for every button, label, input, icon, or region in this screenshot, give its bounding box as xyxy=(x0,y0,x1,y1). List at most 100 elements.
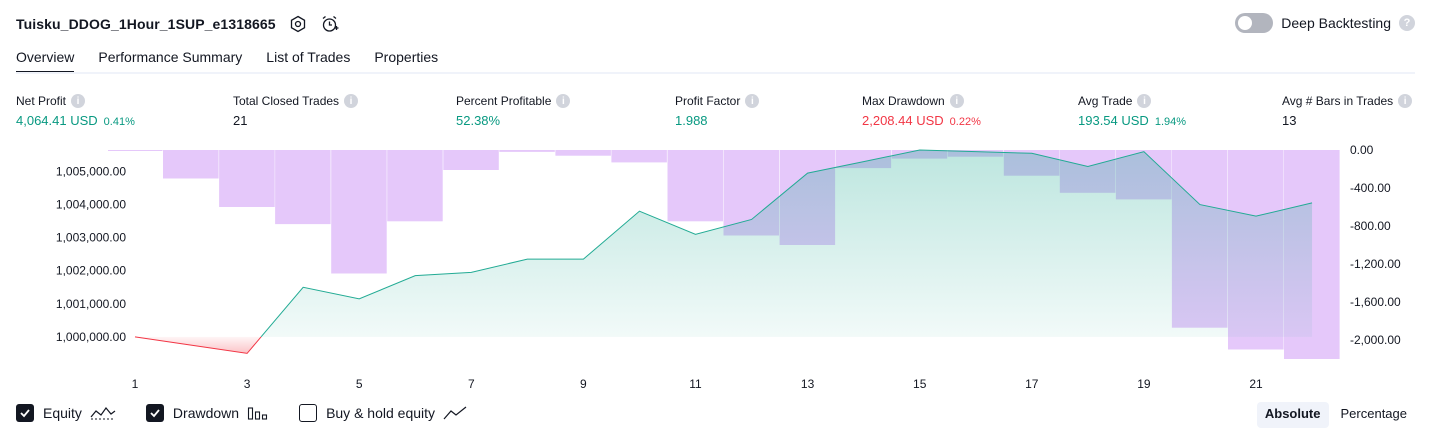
metric-profit-factor: Profit Factor i 1.988 xyxy=(675,93,760,128)
drawdown-bar xyxy=(667,150,723,222)
deep-backtesting-toggle[interactable] xyxy=(1235,13,1274,33)
y-right-tick-label: -400.00 xyxy=(1350,181,1391,195)
x-tick-label: 7 xyxy=(468,377,475,391)
x-tick-label: 19 xyxy=(1137,377,1151,391)
metric-label: Avg Trade xyxy=(1078,94,1133,108)
drawdown-bar xyxy=(443,150,499,170)
drawdown-bar xyxy=(611,150,667,163)
x-tick-label: 15 xyxy=(913,377,927,391)
equity-line xyxy=(260,149,1313,338)
metric-max-drawdown: Max Drawdown i 2,208.44 USD 0.22% xyxy=(862,93,981,128)
info-icon[interactable]: i xyxy=(949,94,964,108)
metric-label: Net Profit xyxy=(16,94,67,108)
y-left-tick-label: 1,002,000.00 xyxy=(56,264,126,278)
x-tick-label: 17 xyxy=(1025,377,1039,391)
y-left-tick-label: 1,003,000.00 xyxy=(56,231,126,245)
drawdown-bar xyxy=(331,150,387,274)
drawdown-bar xyxy=(163,150,219,179)
metric-percent-profitable: Percent Profitable i 52.38% xyxy=(456,93,571,128)
strategy-name: Tuisku_DDOG_1Hour_1SUP_e1318665 xyxy=(16,16,276,32)
metric-value: 2,208.44 USD xyxy=(862,113,944,128)
metric-label: Max Drawdown xyxy=(862,94,945,108)
info-icon[interactable]: i xyxy=(344,94,359,108)
tab-performance-summary[interactable]: Performance Summary xyxy=(98,49,243,65)
metric-avg-bars-in-trades: Avg # Bars in Trades i 13 xyxy=(1282,93,1413,128)
drawdown-checkbox[interactable] xyxy=(145,404,164,422)
metric-value: 1.988 xyxy=(675,113,708,128)
percentage-button[interactable]: Percentage xyxy=(1340,406,1408,421)
tab-overview[interactable]: Overview xyxy=(16,44,75,74)
metric-percent: 1.94% xyxy=(1154,116,1187,128)
x-tick-label: 13 xyxy=(801,377,815,391)
equity-line-icon xyxy=(90,405,116,421)
chart-axes: 1,000,000.00 1,001,000.00 1,002,000.00 1,00… xyxy=(56,143,1401,391)
equity-loss-area xyxy=(135,336,262,354)
deep-backtesting: Deep Backtesting ? xyxy=(1235,13,1415,33)
equity-line-group xyxy=(134,149,1313,354)
equity-checkbox[interactable] xyxy=(16,404,34,422)
equity-area xyxy=(135,150,1313,354)
info-icon[interactable]: i xyxy=(1137,94,1152,108)
metric-total-closed-trades: Total Closed Trades i 21 xyxy=(233,93,359,128)
drawdown-bars-icon xyxy=(247,405,269,421)
metric-label: Avg # Bars in Trades xyxy=(1282,94,1394,108)
info-icon[interactable]: i xyxy=(745,94,760,108)
metric-value: 13 xyxy=(1282,113,1297,128)
metric-label: Profit Factor xyxy=(675,94,741,108)
y-right-tick-label: -800.00 xyxy=(1350,219,1391,233)
equity-drawdown-chart[interactable]: 1,000,000.00 1,001,000.00 1,002,000.00 1,00… xyxy=(0,140,1431,398)
metric-label: Percent Profitable xyxy=(456,94,552,108)
tab-bar: Overview Performance Summary List of Tra… xyxy=(16,44,438,74)
drawdown-bar xyxy=(387,150,443,222)
metric-label: Total Closed Trades xyxy=(233,94,340,108)
metric-percent: 0.22% xyxy=(949,116,981,128)
y-left-tick-label: 1,005,000.00 xyxy=(56,165,126,179)
info-icon[interactable]: i xyxy=(71,94,86,108)
x-tick-label: 9 xyxy=(580,377,587,391)
tab-list-of-trades[interactable]: List of Trades xyxy=(266,49,351,65)
info-icon[interactable]: i xyxy=(556,94,571,108)
y-left-tick-label: 1,001,000.00 xyxy=(56,297,126,311)
add-alert-icon[interactable] xyxy=(320,14,340,34)
metric-value: 21 xyxy=(233,113,248,128)
chart-legend: Equity Drawdown Buy & hold equity xyxy=(16,404,497,422)
tabs-divider xyxy=(16,72,1415,74)
x-tick-label: 1 xyxy=(132,377,139,391)
y-left-tick-label: 1,000,000.00 xyxy=(56,330,126,344)
drawdown-bar xyxy=(275,150,331,225)
drawdown-bar xyxy=(108,150,163,151)
legend-buy-hold-label: Buy & hold equity xyxy=(326,405,436,421)
absolute-button[interactable]: Absolute xyxy=(1256,402,1329,428)
metrics-row: Net Profit i 4,064.41 USD 0.41% Total Clos… xyxy=(16,93,1415,133)
equity-loss-line xyxy=(134,336,262,354)
deep-backtesting-label: Deep Backtesting xyxy=(1281,15,1391,31)
legend-equity-label: Equity xyxy=(43,405,82,421)
y-left-tick-label: 1,004,000.00 xyxy=(56,198,126,212)
y-right-tick-label: 0.00 xyxy=(1350,143,1374,157)
legend-buy-hold[interactable]: Buy & hold equity xyxy=(299,404,467,422)
equity-profit-area xyxy=(261,150,1313,337)
x-tick-label: 21 xyxy=(1249,377,1263,391)
legend-drawdown-label: Drawdown xyxy=(172,405,240,421)
view-mode-switch: Absolute Percentage xyxy=(1253,402,1415,428)
metric-avg-trade: Avg Trade i 193.54 USD 1.94% xyxy=(1078,93,1186,128)
tab-properties[interactable]: Properties xyxy=(374,49,439,65)
legend-equity[interactable]: Equity xyxy=(16,404,116,422)
help-icon[interactable]: ? xyxy=(1399,15,1415,31)
info-icon[interactable]: i xyxy=(1398,94,1413,108)
buy-hold-checkbox[interactable] xyxy=(299,404,318,422)
buy-hold-line-icon xyxy=(443,405,467,421)
legend-drawdown[interactable]: Drawdown xyxy=(145,404,269,422)
header: Tuisku_DDOG_1Hour_1SUP_e1318665 xyxy=(16,12,340,36)
y-right-tick-label: -1,600.00 xyxy=(1350,295,1401,309)
x-tick-label: 5 xyxy=(356,377,363,391)
drawdown-bar xyxy=(499,150,555,152)
y-right-tick-label: -1,200.00 xyxy=(1350,257,1401,271)
metric-percent: 0.41% xyxy=(103,116,135,128)
metric-net-profit: Net Profit i 4,064.41 USD 0.41% xyxy=(16,93,135,128)
x-tick-label: 3 xyxy=(244,377,251,391)
metric-value: 4,064.41 USD xyxy=(16,113,98,128)
x-tick-label: 11 xyxy=(689,377,702,391)
settings-icon[interactable] xyxy=(288,14,308,34)
metric-value: 52.38% xyxy=(456,113,501,128)
